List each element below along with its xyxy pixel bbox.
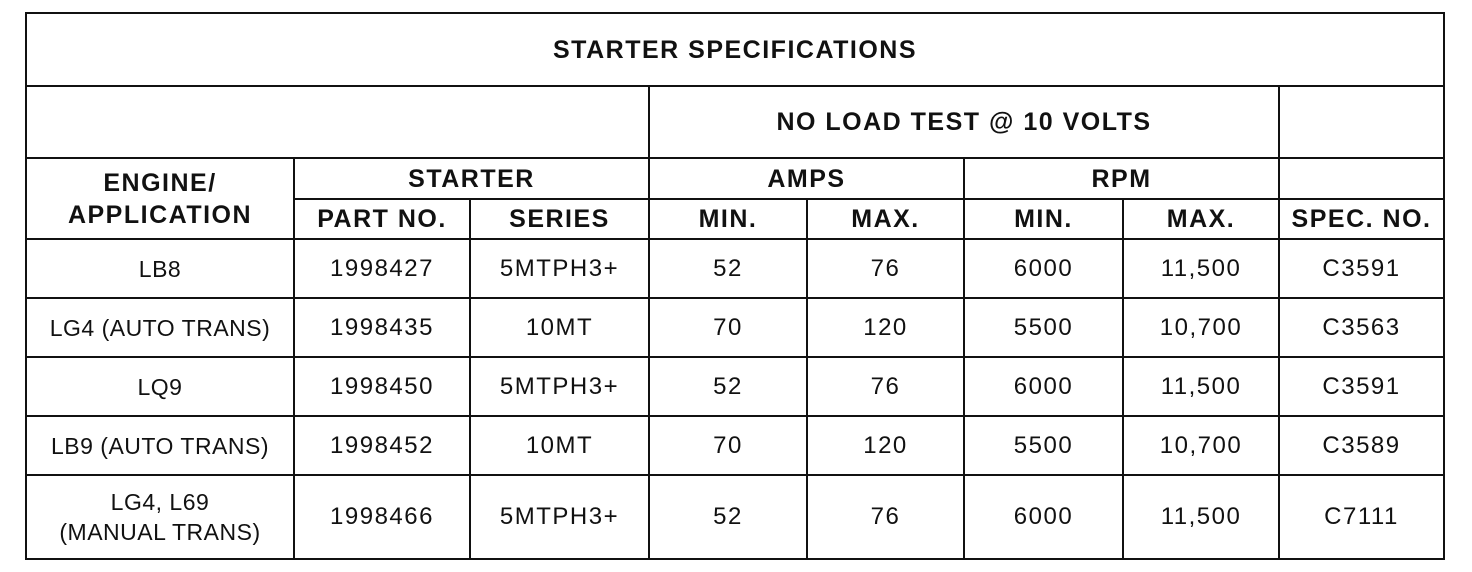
data-cell: 5500 [963, 297, 1124, 358]
starter-header: STARTER [293, 157, 650, 200]
data-row: LG4, L69 (MANUAL TRANS) 1998466 5MTPH3+ 52 7… [25, 474, 1446, 560]
table-body: STARTER SPECIFICATIONS NO LOAD TEST @ 10… [24, 12, 1446, 560]
data-cell: 6000 [963, 474, 1124, 560]
data-cell: 10,700 [1122, 415, 1280, 476]
data-cell: 120 [806, 415, 965, 476]
data-cell: 52 [648, 474, 808, 560]
test-row: NO LOAD TEST @ 10 VOLTS [25, 85, 1446, 159]
data-cell: 10MT [469, 297, 650, 358]
column-header: SERIES [469, 198, 650, 240]
column-header: SPEC. NO. [1277, 198, 1446, 240]
data-cell: C3563 [1277, 297, 1446, 358]
data-cell: 5MTPH3+ [469, 356, 650, 417]
data-cell: 10,700 [1122, 297, 1280, 358]
data-cell: 10MT [469, 415, 650, 476]
amps-header: AMPS [648, 157, 965, 200]
data-cell: 70 [648, 297, 808, 358]
column-header: MAX. [806, 198, 965, 240]
spec-table: STARTER SPECIFICATIONS NO LOAD TEST @ 10… [24, 12, 1446, 560]
data-cell: 6000 [963, 356, 1124, 417]
data-cell: 70 [648, 415, 808, 476]
data-row: LB9 (AUTO TRANS) 1998452 10MT 70 120 5500 10,7… [25, 415, 1446, 476]
title-row: STARTER SPECIFICATIONS [24, 12, 1446, 87]
data-cell: LB9 (AUTO TRANS) [25, 415, 295, 476]
data-cell: 1998427 [293, 238, 471, 299]
data-cell: 11,500 [1122, 238, 1280, 299]
data-cell: C7111 [1277, 474, 1446, 560]
data-cell: 11,500 [1122, 356, 1280, 417]
data-cell: 5500 [963, 415, 1124, 476]
data-cell: LG4, L69 (MANUAL TRANS) [25, 474, 295, 560]
empty-cell [25, 85, 650, 159]
data-cell: 76 [806, 474, 965, 560]
data-cell: 5MTPH3+ [469, 474, 650, 560]
empty-cell [1277, 157, 1446, 200]
data-cell: 6000 [963, 238, 1124, 299]
data-cell: LQ9 [25, 356, 295, 417]
data-row: LB8 1998427 5MTPH3+ 52 76 6000 11,500 C3591 [25, 238, 1446, 299]
data-cell: 5MTPH3+ [469, 238, 650, 299]
column-header: MIN. [648, 198, 808, 240]
data-cell: 1998466 [293, 474, 471, 560]
data-cell: 52 [648, 356, 808, 417]
data-cell: C3591 [1277, 356, 1446, 417]
empty-cell [1277, 85, 1446, 159]
data-cell: LG4 (AUTO TRANS) [25, 297, 295, 358]
column-header: MIN. [963, 198, 1124, 240]
data-cell: 1998435 [293, 297, 471, 358]
data-cell: 52 [648, 238, 808, 299]
column-row: PART NO. SERIES MIN. MAX. MIN. MAX. SPEC… [26, 198, 1446, 240]
rpm-header: RPM [963, 157, 1280, 200]
group-row: ENGINE/ APPLICATION STARTER AMPS RPM [25, 157, 1446, 240]
data-cell: C3591 [1277, 238, 1446, 299]
data-cell: 1998452 [293, 415, 471, 476]
column-header: MAX. [1122, 198, 1280, 240]
data-cell: LB8 [25, 238, 295, 299]
data-cell: 76 [806, 356, 965, 417]
test-header: NO LOAD TEST @ 10 VOLTS [648, 85, 1280, 159]
engine-header: ENGINE/ APPLICATION [25, 157, 295, 240]
data-row: LQ9 1998450 5MTPH3+ 52 76 6000 11,500 C3591 [25, 356, 1446, 417]
data-cell: 120 [806, 297, 965, 358]
data-cell: 1998450 [293, 356, 471, 417]
data-cell: 11,500 [1122, 474, 1280, 560]
data-row: LG4 (AUTO TRANS) 1998435 10MT 70 120 5500 10,7… [25, 297, 1446, 358]
data-cell: 76 [806, 238, 965, 299]
data-cell: C3589 [1277, 415, 1446, 476]
column-header: PART NO. [293, 198, 471, 240]
table-title: STARTER SPECIFICATIONS [24, 12, 1446, 87]
